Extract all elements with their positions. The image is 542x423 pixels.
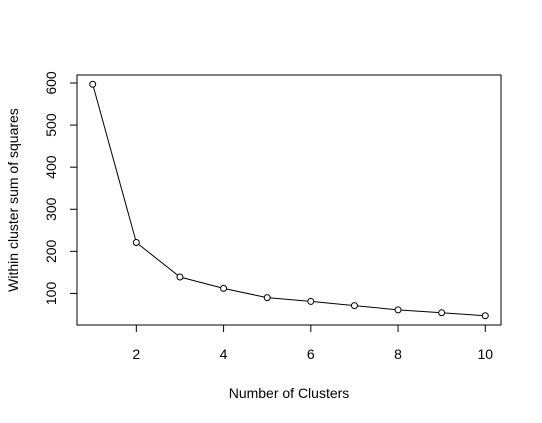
y-tick-label: 400 xyxy=(43,155,59,179)
y-tick-label: 100 xyxy=(43,282,59,306)
y-tick-label: 500 xyxy=(43,113,59,137)
y-tick-label: 200 xyxy=(43,239,59,263)
x-tick-label: 2 xyxy=(132,346,140,362)
y-tick-label: 600 xyxy=(43,71,59,95)
data-point xyxy=(481,312,489,320)
data-point xyxy=(438,309,446,317)
y-tick-label: 300 xyxy=(43,197,59,221)
series-line xyxy=(92,84,486,317)
data-point xyxy=(394,306,402,314)
data-point xyxy=(350,302,358,310)
data-point xyxy=(176,273,184,281)
data-point xyxy=(263,294,271,302)
data-point xyxy=(307,297,315,305)
x-tick-label: 10 xyxy=(478,346,494,362)
x-tick-label: 6 xyxy=(307,346,315,362)
y-axis-label: Within cluster sum of squares xyxy=(5,108,21,292)
x-tick-label: 4 xyxy=(220,346,228,362)
data-point xyxy=(132,239,140,247)
x-axis-label: Number of Clusters xyxy=(229,385,350,401)
data-point xyxy=(89,80,97,88)
x-tick-label: 8 xyxy=(394,346,402,362)
data-point xyxy=(220,284,228,292)
